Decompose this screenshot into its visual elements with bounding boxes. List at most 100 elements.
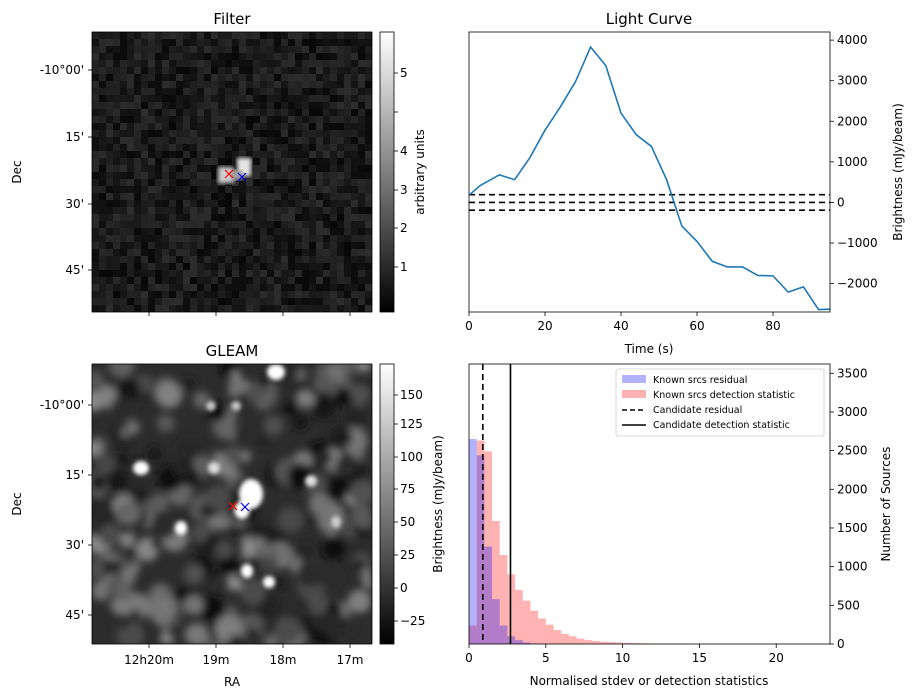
gleam-cbar-tick: −25 — [400, 614, 425, 628]
filter-cbar-tick: 2 — [400, 221, 408, 235]
gleam-cbar-tick: 50 — [400, 515, 415, 529]
gleam-cbar-tick: 150 — [400, 388, 423, 402]
lc-y-tick: 3000 — [837, 74, 868, 88]
lc-x-tick: 20 — [537, 319, 552, 333]
detection-bar — [530, 610, 539, 644]
detection-bar — [553, 630, 562, 644]
filter-title: Filter — [213, 10, 251, 28]
detection-bar — [614, 642, 623, 644]
filter-image — [92, 32, 372, 312]
light-curve-line — [469, 45, 830, 311]
detection-bar — [568, 636, 577, 644]
lc-title: Light Curve — [606, 10, 692, 28]
gleam-colorbar: −25 0 25 50 75 100 125 150 Brightness (m… — [379, 363, 445, 645]
gleam-cbar-tick: 75 — [400, 482, 415, 496]
residual-bar — [515, 640, 523, 644]
lc-ylabel: Brightness (mJy/beam) — [891, 103, 905, 241]
filter-cbar-tick: 3 — [400, 183, 408, 197]
lc-y-tick: −2000 — [837, 277, 878, 291]
detection-bar — [484, 451, 493, 644]
lc-y-tick: 2000 — [837, 114, 868, 128]
hist-x-tick: 15 — [692, 651, 707, 665]
residual-bar — [469, 439, 477, 644]
filter-cbar-tick: 5 — [400, 66, 408, 80]
detection-bar — [561, 633, 569, 644]
filter-cbar-label: arbitrary units — [413, 129, 427, 215]
gleam-ra-tick: 18m — [270, 653, 297, 667]
legend-entry: Candidate residual — [653, 405, 742, 416]
detection-bar — [545, 624, 554, 644]
lc-y-tick: −1000 — [837, 236, 878, 250]
gleam-cbar-tick: 25 — [400, 548, 415, 562]
legend-entry: Known srcs residual — [653, 375, 747, 386]
residual-bar — [492, 599, 500, 644]
gleam-xlabel: RA — [224, 675, 241, 689]
filter-dec-tick: 45' — [65, 263, 84, 277]
detection-bar — [622, 642, 631, 644]
hist-y-tick: 500 — [837, 598, 860, 612]
detection-bar — [515, 589, 523, 644]
gleam-dec-tick: 30' — [65, 538, 84, 552]
hist-x-tick: 10 — [615, 651, 630, 665]
filter-dec-tick: 15' — [65, 130, 84, 144]
filter-candidate-marker — [224, 169, 234, 179]
hist-x-tick: 20 — [769, 651, 784, 665]
filter-ylabel: Dec — [10, 160, 24, 183]
detection-bar — [476, 440, 485, 644]
gleam-ylabel: Dec — [10, 492, 24, 515]
gleam-dec-tick: 15' — [65, 468, 84, 482]
legend-swatch-detection — [622, 390, 646, 398]
gleam-source-marker — [240, 502, 250, 512]
gleam-ra-tick: 19m — [203, 653, 230, 667]
legend-entry: Known srcs detection statistic — [653, 390, 795, 401]
gleam-title: GLEAM — [206, 342, 259, 360]
lc-x-tick: 60 — [689, 319, 704, 333]
residual-bar — [499, 625, 508, 644]
filter-panel: Filter -10°00' 15' 30' 45' Dec — [10, 10, 427, 316]
hist-legend: Known srcs residual Known srcs detection… — [615, 368, 825, 437]
hist-ylabel: Number of Sources — [879, 447, 893, 562]
hist-xlabel: Normalised stdev or detection statistics — [530, 674, 769, 688]
detection-bar — [576, 638, 585, 644]
lc-y-tick: 1000 — [837, 155, 868, 169]
lc-x-tick: 0 — [465, 319, 473, 333]
hist-x-tick: 0 — [465, 651, 473, 665]
filter-cbar-tick: 1 — [400, 260, 408, 274]
gleam-image — [92, 364, 372, 644]
detection-bar — [599, 641, 608, 644]
filter-dec-tick: 30' — [65, 197, 84, 211]
gleam-cbar-tick: 0 — [400, 581, 408, 595]
gleam-cbar-tick: 100 — [400, 450, 423, 464]
legend-entry: Candidate detection statistic — [653, 420, 790, 431]
detection-bar — [607, 642, 615, 644]
residual-bar — [522, 642, 531, 644]
filter-colorbar: 1 2 3 4 5 arbitrary units — [379, 31, 427, 313]
lc-xlabel: Time (s) — [624, 342, 674, 356]
residual-bar — [476, 455, 485, 644]
detection-bar — [469, 625, 477, 644]
detection-bar — [630, 643, 638, 644]
detection-bar — [584, 640, 592, 644]
hist-y-tick: 1000 — [837, 560, 868, 574]
detection-bar — [538, 618, 546, 644]
gleam-cbar-label: Brightness (mJy/beam) — [431, 435, 445, 573]
detection-bar — [522, 600, 531, 644]
lc-y-tick: 4000 — [837, 33, 868, 47]
detection-bar — [499, 555, 508, 644]
legend-swatch-residual — [622, 375, 646, 383]
filter-cbar-tick: 4 — [400, 144, 408, 158]
gleam-candidate-marker — [228, 501, 238, 511]
gleam-dec-tick: -10°00' — [40, 398, 84, 412]
gleam-cbar-tick: 125 — [400, 417, 423, 431]
hist-y-tick: 1500 — [837, 521, 868, 535]
filter-dec-tick: -10°00' — [40, 63, 84, 77]
lc-x-tick: 80 — [765, 319, 780, 333]
detection-bar — [591, 640, 600, 644]
hist-y-tick: 2500 — [837, 444, 868, 458]
residual-bar — [484, 546, 493, 644]
hist-y-tick: 2000 — [837, 482, 868, 496]
lc-y-tick: 0 — [837, 195, 845, 209]
hist-y-tick: 0 — [837, 637, 845, 651]
hist-y-tick: 3500 — [837, 366, 868, 380]
